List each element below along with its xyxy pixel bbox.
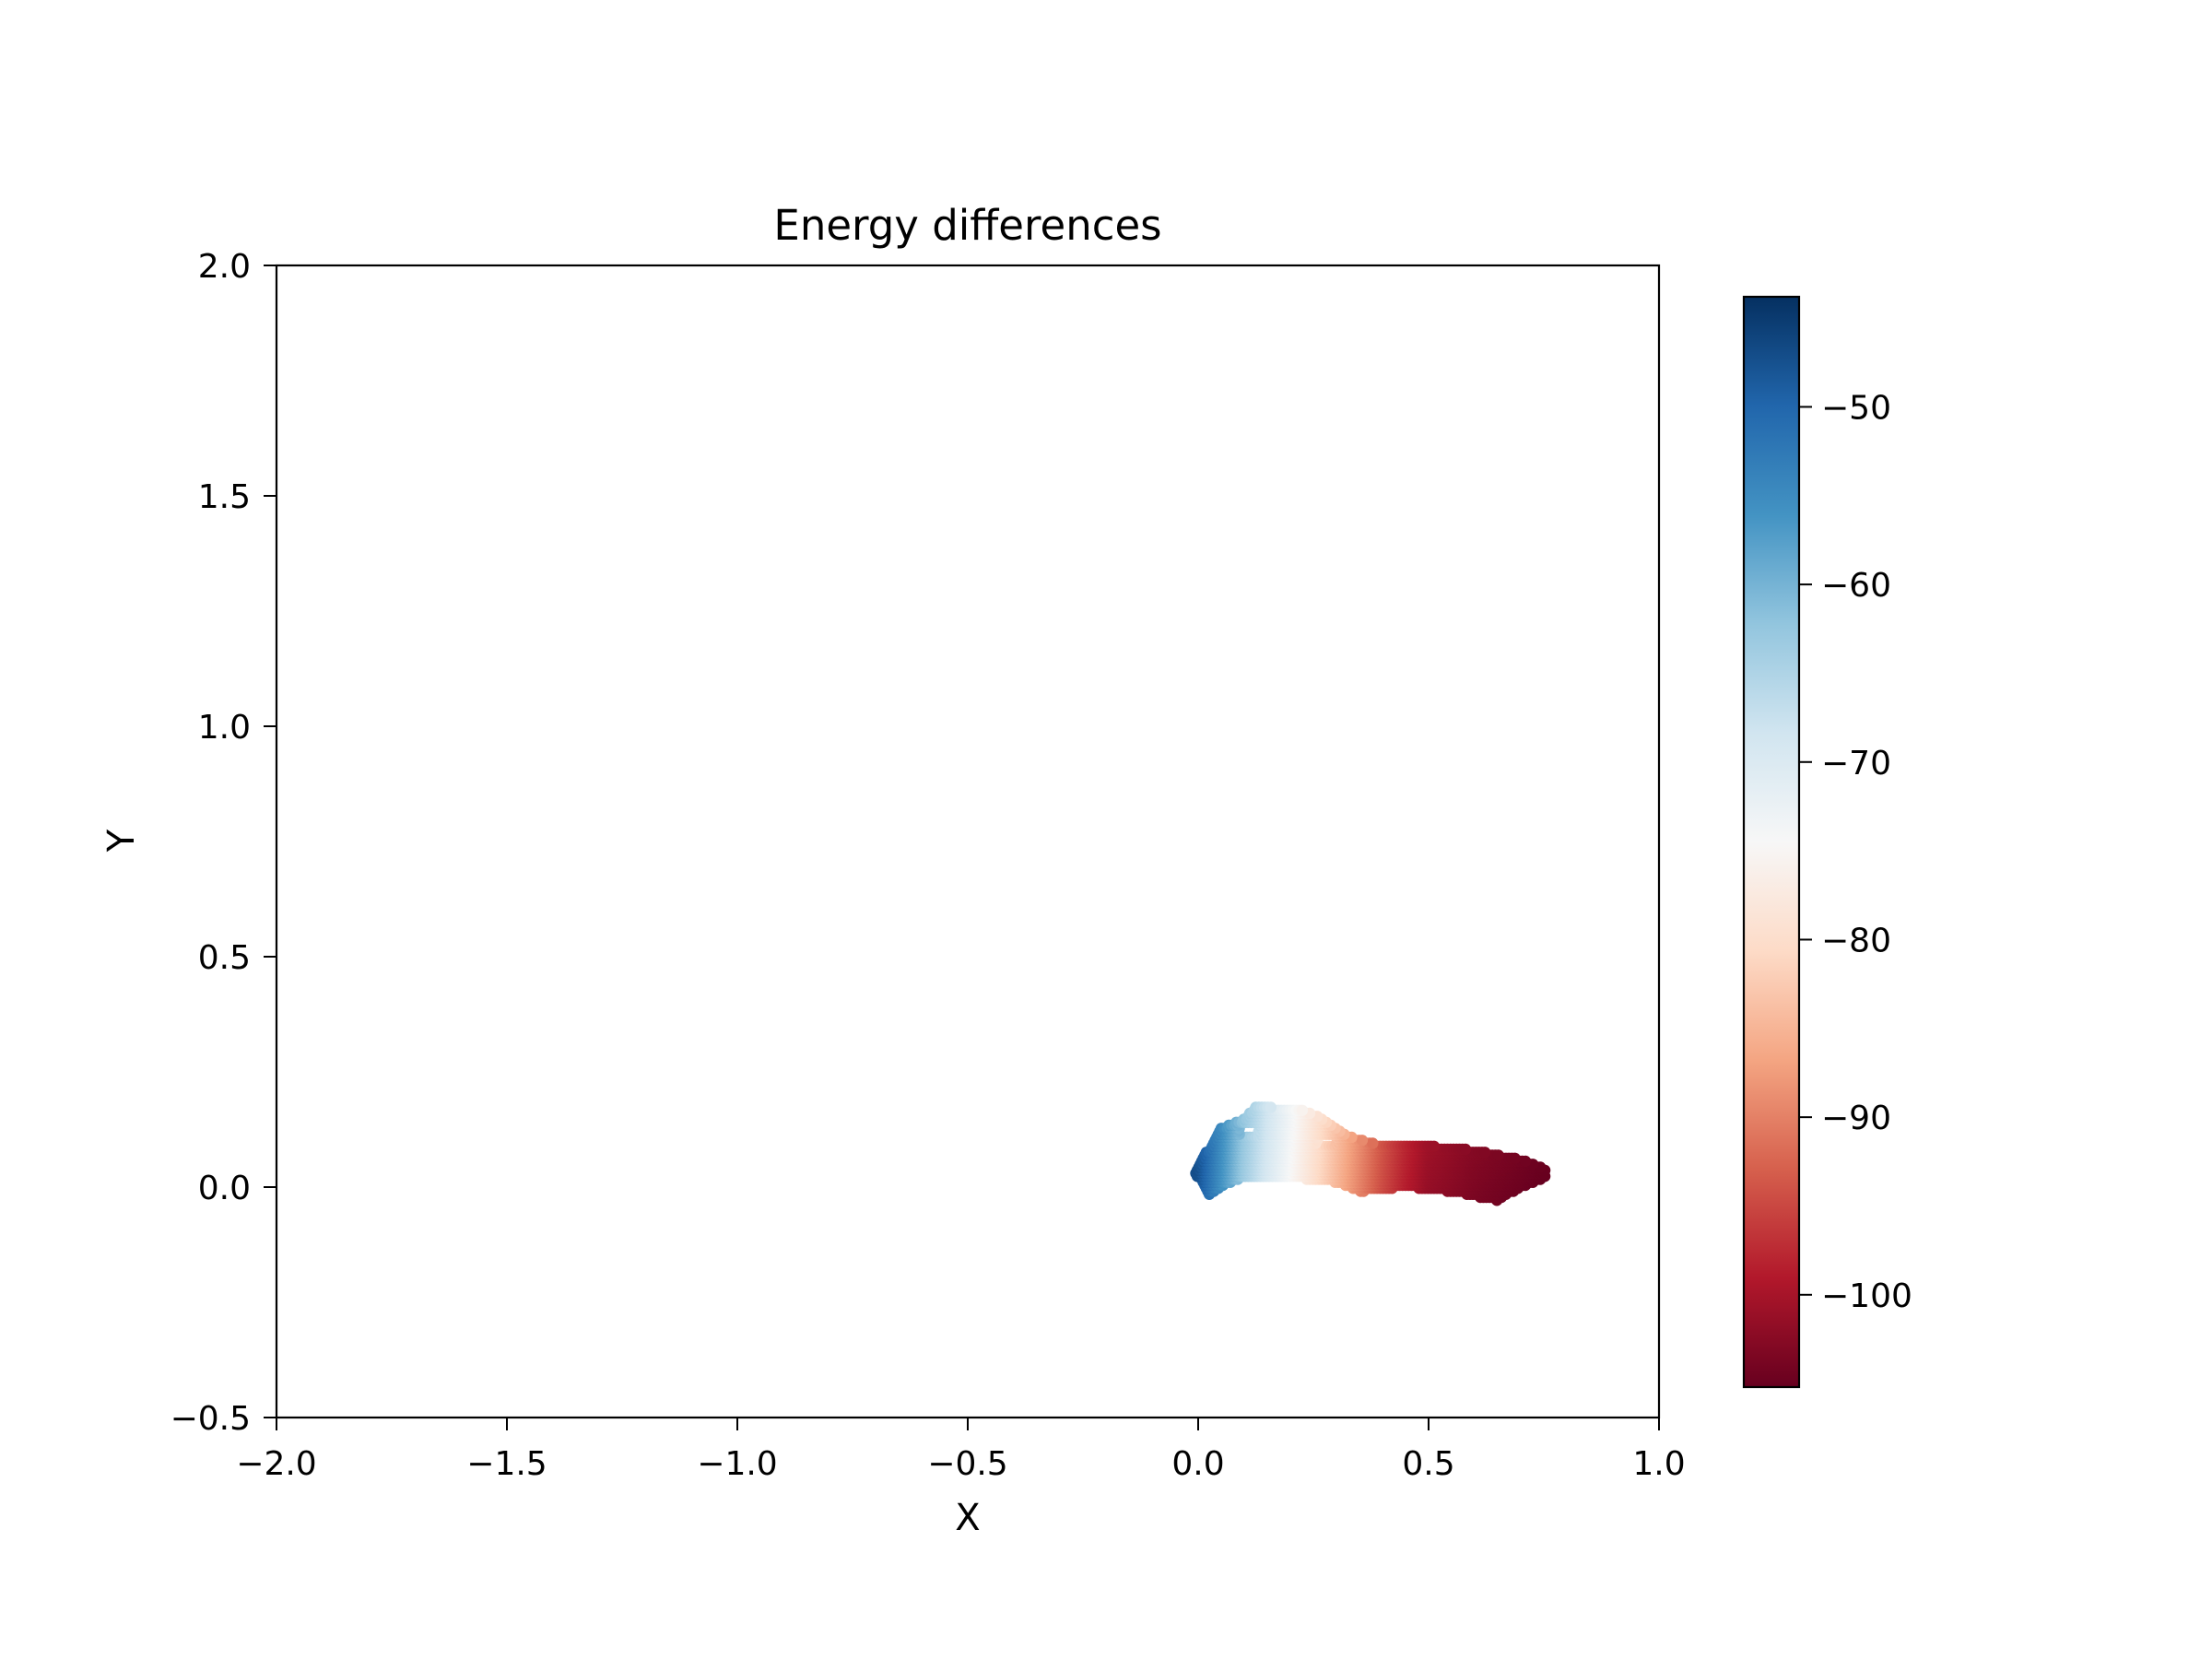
scatter-point bbox=[1367, 1137, 1379, 1149]
colorbar: −50 −60 −70 −80 −90 −100 bbox=[1742, 295, 1912, 1389]
scatter-point bbox=[1492, 1149, 1504, 1161]
colorbar-tick-label: −80 bbox=[1821, 922, 1891, 959]
scatter-point bbox=[1356, 1135, 1369, 1147]
x-tick-label: −0.5 bbox=[927, 1445, 1007, 1483]
x-tick-label: 0.0 bbox=[1171, 1445, 1224, 1483]
plot-area bbox=[275, 264, 1661, 1419]
scatter-point bbox=[1478, 1147, 1491, 1159]
y-axis-label: Y bbox=[100, 829, 143, 853]
scatter-point bbox=[1428, 1140, 1441, 1153]
x-tick-label: 0.5 bbox=[1402, 1445, 1454, 1483]
y-tick-label: −0.5 bbox=[171, 1400, 251, 1438]
colorbar-gradient bbox=[1744, 297, 1799, 1387]
y-tick-label: 0.0 bbox=[198, 1170, 251, 1207]
colorbar-ticks: −50 −60 −70 −80 −90 −100 bbox=[1799, 389, 1912, 1315]
colorbar-frame bbox=[1742, 295, 1801, 1389]
y-tick-label: 2.0 bbox=[198, 248, 251, 286]
x-axis-ticks: −2.0 −1.5 −1.0 −0.5 0.0 0.5 1.0 bbox=[236, 1418, 1686, 1483]
axes-frame bbox=[275, 264, 1661, 1419]
chart-title: Energy differences bbox=[773, 201, 1161, 250]
colorbar-tick-label: −60 bbox=[1821, 567, 1891, 605]
x-tick-label: −2.0 bbox=[236, 1445, 316, 1483]
colorbar-tick-label: −90 bbox=[1821, 1100, 1891, 1137]
y-tick-label: 1.0 bbox=[198, 709, 251, 747]
x-tick-label: −1.0 bbox=[697, 1445, 777, 1483]
scatter-points bbox=[1190, 1101, 1551, 1206]
colorbar-tick-label: −100 bbox=[1821, 1277, 1912, 1315]
x-axis-label: X bbox=[955, 1497, 980, 1539]
scatter-point bbox=[1459, 1143, 1472, 1156]
scatter-point bbox=[1519, 1155, 1532, 1168]
y-axis-ticks: −0.5 0.0 0.5 1.0 1.5 2.0 bbox=[171, 248, 276, 1438]
y-tick-label: 1.5 bbox=[198, 478, 251, 516]
colorbar-tick-label: −50 bbox=[1821, 389, 1891, 427]
colorbar-tick-label: −70 bbox=[1821, 745, 1891, 782]
x-tick-label: 1.0 bbox=[1632, 1445, 1685, 1483]
scatter-point bbox=[1265, 1101, 1277, 1113]
x-tick-label: −1.5 bbox=[466, 1445, 547, 1483]
y-tick-label: 0.5 bbox=[198, 939, 251, 977]
scatter-point bbox=[1509, 1152, 1521, 1165]
scatter-point bbox=[1296, 1104, 1309, 1117]
